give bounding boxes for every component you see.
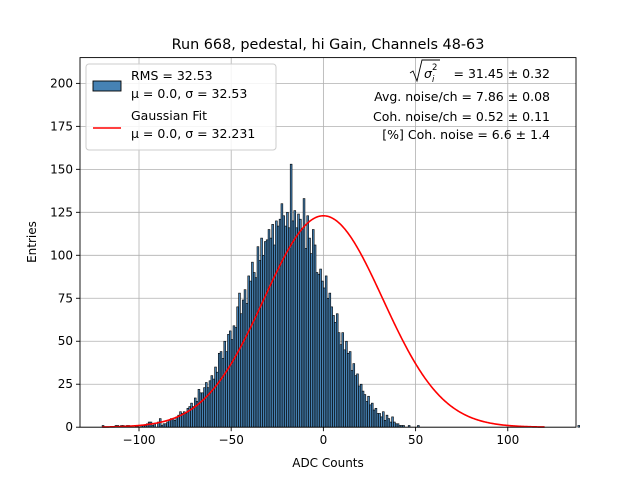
x-tick-label: 0 [320,433,328,447]
gaussian-fit-curve [102,214,545,428]
chart-title: Run 668, pedestal, hi Gain, Channels 48-… [172,37,485,53]
y-tick-label: 100 [50,248,73,262]
svg-text:2: 2 [432,63,437,73]
annotation-avg-noise: Avg. noise/ch = 7.86 ± 0.08 [374,89,550,104]
legend-histogram-label: RMS = 32.53 [131,68,213,83]
legend-fit-stats: μ = 0.0, σ = 32.231 [131,126,255,141]
y-tick-label: 175 [50,119,73,133]
legend: RMS = 32.53 μ = 0.0, σ = 32.53 Gaussian … [85,63,277,151]
y-axis-ticks: 0 25 50 75 100 125 150 175 200 [50,76,80,434]
legend-histogram-stats: μ = 0.0, σ = 32.53 [131,86,247,101]
y-tick-label: 50 [58,334,73,348]
y-tick-label: 125 [50,205,73,219]
stats-annotations: σ 2 i = 31.45 ± 0.32 Avg. noise/ch = 7.8… [373,59,550,142]
annotation-sigma-value: = 31.45 ± 0.32 [454,66,550,81]
legend-histogram-swatch [92,80,122,92]
svg-text:σ: σ [424,66,433,81]
x-tick-label: 50 [408,433,423,447]
y-tick-label: 150 [50,162,73,176]
svg-text:i: i [432,75,435,85]
annotation-coh-noise: Coh. noise/ch = 0.52 ± 0.11 [373,109,550,124]
x-axis-ticks: −100 −50 0 50 100 [123,427,519,447]
y-tick-label: 75 [58,291,73,305]
histogram-bar [577,425,580,428]
x-axis-label: ADC Counts [292,456,364,470]
x-tick-label: 100 [496,433,519,447]
x-tick-label: −100 [123,433,156,447]
plot-area-frame [79,57,577,428]
y-tick-label: 200 [50,76,73,90]
legend-fit-label: Gaussian Fit [131,108,207,123]
y-tick-label: 0 [65,420,73,434]
sqrt-sigma-symbol: σ 2 i [409,59,440,85]
annotation-coh-noise-percent: [%] Coh. noise = 6.6 ± 1.4 [382,127,550,142]
legend-box [85,63,277,151]
x-tick-label: −50 [219,433,244,447]
y-axis-label: Entries [25,221,39,263]
y-tick-label: 25 [58,377,73,391]
